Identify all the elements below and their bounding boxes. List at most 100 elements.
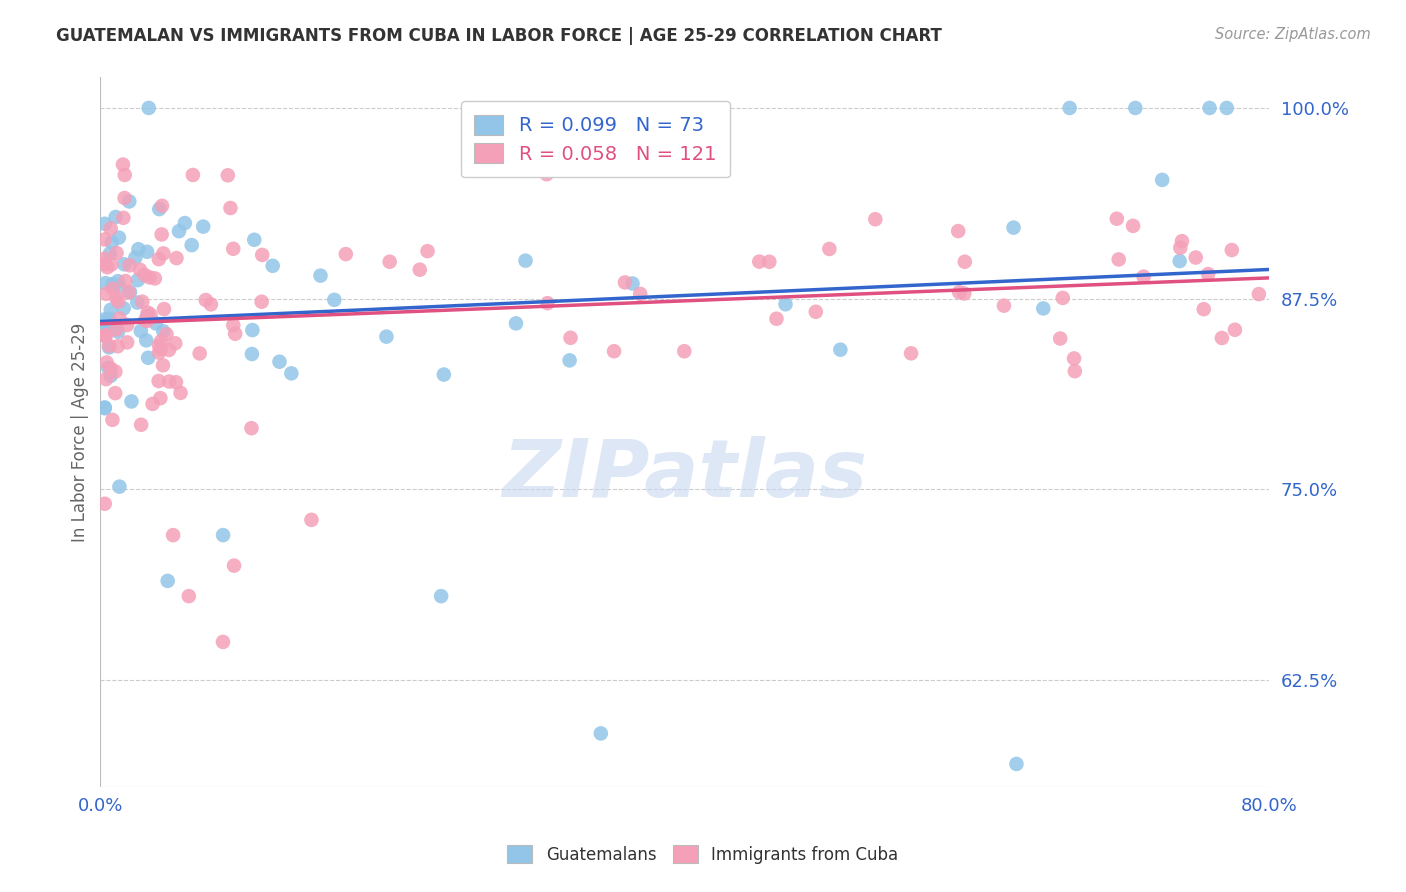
Point (136, 244, 159, 259)
Point (589, 726, 612, 740)
Point (145, 317, 167, 331)
Point (180, 238, 202, 252)
Point (1002, 220, 1025, 235)
Point (127, 295, 149, 310)
Point (93, 252, 115, 266)
Point (107, 294, 129, 309)
Point (157, 343, 180, 357)
Point (136, 351, 159, 365)
Point (673, 344, 696, 359)
Point (105, 246, 128, 260)
Point (108, 311, 131, 326)
Point (1247, 287, 1270, 301)
Text: GUATEMALAN VS IMMIGRANTS FROM CUBA IN LABOR FORCE | AGE 25-29 CORRELATION CHART: GUATEMALAN VS IMMIGRANTS FROM CUBA IN LA… (56, 27, 942, 45)
Point (134, 268, 156, 282)
Point (93, 401, 115, 416)
Point (269, 355, 291, 369)
Point (222, 558, 245, 573)
Point (505, 317, 527, 331)
Point (153, 301, 176, 316)
Point (430, 589, 453, 603)
Point (748, 254, 770, 268)
Point (169, 385, 191, 400)
Point (558, 353, 581, 368)
Point (177, 589, 200, 603)
Point (148, 202, 170, 216)
Point (219, 201, 242, 215)
Point (242, 323, 264, 337)
Point (222, 318, 245, 333)
Point (134, 313, 156, 327)
Point (162, 528, 184, 542)
Point (108, 230, 131, 244)
Point (946, 224, 969, 238)
Point (240, 421, 263, 435)
Point (165, 336, 187, 351)
Point (758, 254, 780, 268)
Point (98, 339, 121, 353)
Point (560, 331, 582, 345)
Point (240, 347, 263, 361)
Point (129, 262, 152, 277)
Point (112, 257, 135, 271)
Point (105, 322, 128, 336)
Point (112, 301, 135, 316)
Point (94, 328, 117, 343)
Point (149, 334, 172, 349)
Point (1168, 241, 1191, 255)
Point (118, 285, 141, 300)
Point (536, 167, 558, 181)
Point (124, 251, 146, 265)
Point (112, 211, 135, 225)
Point (830, 343, 852, 357)
Point (167, 224, 190, 238)
Point (433, 368, 456, 382)
Point (131, 294, 153, 309)
Point (114, 191, 136, 205)
Point (250, 294, 273, 309)
Point (222, 242, 245, 256)
Point (252, 248, 274, 262)
Point (94, 276, 117, 290)
Point (108, 480, 131, 494)
Point (1132, 269, 1154, 284)
Point (1171, 234, 1194, 248)
Point (104, 365, 127, 379)
Point (104, 210, 127, 224)
Point (1211, 331, 1233, 345)
Point (1063, 364, 1085, 378)
Point (136, 305, 159, 319)
Point (775, 297, 797, 311)
Point (114, 168, 136, 182)
Point (100, 361, 122, 376)
Point (375, 329, 398, 343)
Point (94, 328, 117, 343)
Point (1105, 211, 1128, 226)
Point (1063, 351, 1085, 366)
Point (166, 251, 188, 265)
Point (1049, 332, 1071, 346)
Point (150, 199, 173, 213)
Y-axis label: In Labor Force | Age 25-29: In Labor Force | Age 25-29 (72, 323, 89, 541)
Point (121, 394, 143, 409)
Point (104, 386, 127, 401)
Point (93, 329, 115, 343)
Point (948, 285, 970, 300)
Point (150, 227, 173, 242)
Point (115, 335, 138, 350)
Point (1192, 302, 1215, 317)
Point (224, 326, 246, 341)
Point (138, 101, 160, 115)
Point (143, 271, 166, 285)
Point (323, 293, 346, 307)
Point (93, 232, 115, 246)
Point (100, 257, 122, 271)
Point (1216, 101, 1239, 115)
Point (107, 339, 129, 353)
Point (621, 277, 644, 291)
Point (804, 305, 827, 319)
Text: ZIPatlas: ZIPatlas (502, 435, 868, 514)
Point (515, 253, 537, 268)
Point (993, 299, 1015, 313)
Point (378, 254, 401, 268)
